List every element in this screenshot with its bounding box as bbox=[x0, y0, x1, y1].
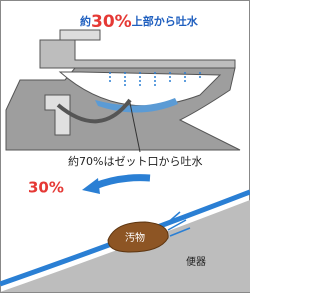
detail-percent: 30% bbox=[28, 179, 64, 197]
diagram: 約30%上部から吐水 約70%はゼット口から吐水 30% 汚物 便器 bbox=[0, 0, 250, 293]
bowl-label: 便器 bbox=[186, 255, 206, 268]
top-label-suffix: 上部から吐水 bbox=[132, 14, 199, 28]
bottom-label: 約70%はゼット口から吐水 bbox=[68, 154, 202, 168]
top-label-percent: 30% bbox=[91, 12, 132, 32]
top-label-prefix: 約 bbox=[80, 14, 91, 28]
dirt-label: 汚物 bbox=[125, 231, 145, 244]
